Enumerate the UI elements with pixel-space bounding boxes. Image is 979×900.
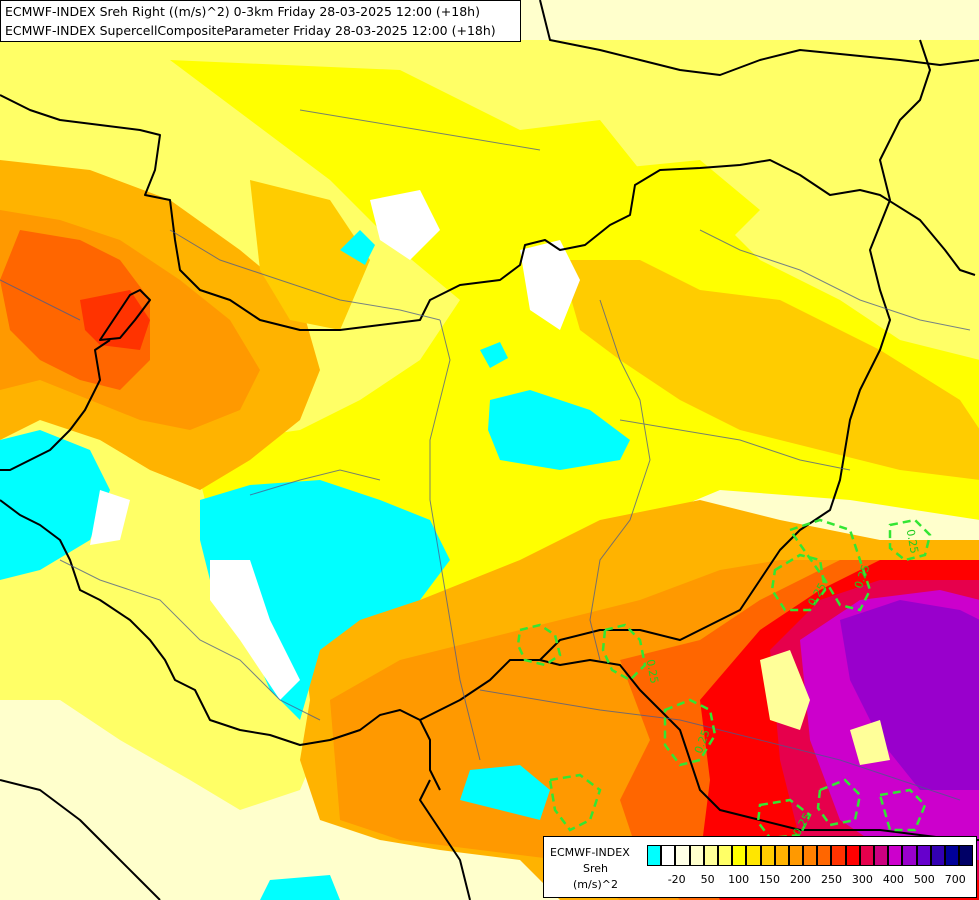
- legend-swatch: [647, 845, 662, 866]
- sreh-field-redcore-west: [80, 290, 150, 350]
- legend-tick-label: 500: [913, 873, 935, 886]
- sreh-field-white: [90, 190, 580, 700]
- title-line-sreh: ECMWF-INDEX Sreh Right ((m/s)^2) 0-3km F…: [5, 4, 480, 19]
- legend-tick-label: 300: [851, 873, 873, 886]
- legend-swatch: [916, 845, 931, 866]
- legend-swatch: [902, 845, 917, 866]
- legend-swatch: [703, 845, 718, 866]
- legend-swatch: [717, 845, 733, 866]
- sreh-field-violet-south: [840, 600, 979, 790]
- legend-swatch: [732, 845, 747, 866]
- rivers: [0, 109, 971, 801]
- legend-ticks: -20 50 100 150 200 250 300 400 500 700: [647, 873, 975, 889]
- sreh-field-pale-patches: [760, 650, 890, 765]
- legend-swatch: [859, 845, 874, 866]
- legend-swatch: [675, 845, 690, 866]
- legend-tick-label: -20: [667, 873, 686, 886]
- legend-tick-label: 250: [820, 873, 842, 886]
- legend-variable: Sreh: [582, 862, 608, 875]
- sreh-field-red-west: [0, 230, 150, 390]
- legend-tick-label: 100: [728, 873, 750, 886]
- legend-source: ECMWF-INDEX: [550, 846, 630, 859]
- legend-swatch: [803, 845, 818, 866]
- legend-swatch: [874, 845, 889, 866]
- legend-swatch: [746, 845, 761, 866]
- legend-swatch: [959, 845, 974, 866]
- legend-tick-label: 150: [759, 873, 781, 886]
- legend-swatch: [689, 845, 704, 866]
- legend-swatch: [661, 845, 676, 866]
- legend-tick-label: 700: [944, 873, 966, 886]
- legend-swatch: [788, 845, 804, 866]
- map-title-box: ECMWF-INDEX Sreh Right ((m/s)^2) 0-3km F…: [0, 0, 521, 42]
- legend-swatch: [831, 845, 846, 866]
- legend-tick-label: 400: [882, 873, 904, 886]
- legend-swatch: [774, 845, 789, 866]
- sreh-field-orange-northeast: [250, 180, 979, 480]
- legend-swatch: [930, 845, 945, 866]
- legend-swatch: [760, 845, 775, 866]
- legend-unit: (m/s)^2: [573, 878, 618, 891]
- scp-contours: [516, 518, 932, 840]
- legend-tick-label: 200: [790, 873, 811, 886]
- color-legend: ECMWF-INDEX Sreh (m/s)^2 -20 50 100 150 200 2…: [543, 836, 977, 898]
- legend-swatch: [888, 845, 903, 866]
- legend-swatch: [944, 845, 960, 866]
- legend-swatches: [647, 845, 974, 866]
- legend-swatch: [845, 845, 860, 866]
- legend-swatch: [817, 845, 832, 866]
- title-line-scp: ECMWF-INDEX SupercellCompositeParameter …: [5, 23, 496, 38]
- legend-tick-label: 50: [700, 873, 715, 886]
